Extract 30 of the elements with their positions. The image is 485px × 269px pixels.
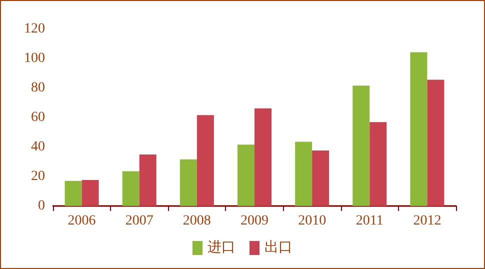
x-tick-label: 2007 bbox=[125, 214, 154, 228]
bar bbox=[370, 122, 387, 206]
bar bbox=[139, 154, 156, 206]
x-tick-label: 2009 bbox=[240, 214, 268, 228]
bar bbox=[410, 52, 428, 206]
y-tick-label: 40 bbox=[31, 140, 45, 154]
bar bbox=[180, 159, 197, 206]
bar bbox=[196, 115, 214, 206]
x-tick-label: 2010 bbox=[298, 214, 326, 228]
x-tick-label: 2006 bbox=[68, 214, 96, 228]
x-tick-label: 2008 bbox=[182, 214, 211, 228]
y-tick-label: 120 bbox=[24, 22, 45, 36]
x-tick-label: 2012 bbox=[413, 214, 442, 228]
bar bbox=[254, 108, 272, 206]
y-tick-label: 0 bbox=[38, 198, 45, 214]
bar bbox=[64, 180, 82, 206]
y-tick-label: 20 bbox=[31, 169, 45, 184]
x-tick-label: 2011 bbox=[356, 214, 384, 228]
bar bbox=[312, 150, 330, 206]
y-tick-label: 60 bbox=[31, 110, 45, 125]
bar bbox=[82, 180, 99, 206]
bar bbox=[427, 80, 444, 206]
legend-label: 出口 bbox=[264, 240, 292, 256]
bar bbox=[352, 86, 370, 206]
y-tick-label: 100 bbox=[24, 51, 45, 66]
bar bbox=[295, 142, 312, 206]
legend-label: 进口 bbox=[208, 240, 236, 256]
y-tick-label: 80 bbox=[31, 80, 45, 96]
bar bbox=[122, 171, 140, 206]
bar bbox=[238, 144, 254, 206]
